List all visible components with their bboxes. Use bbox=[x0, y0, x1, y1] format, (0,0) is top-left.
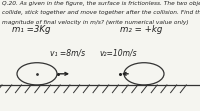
Text: Q.20. As given in the figure, the surface is frictionless. The two objects: Q.20. As given in the figure, the surfac… bbox=[2, 1, 200, 6]
Text: magnitude of final velocity in m/s? (write numerical value only): magnitude of final velocity in m/s? (wri… bbox=[2, 20, 189, 25]
Text: m₂ = +kg: m₂ = +kg bbox=[120, 25, 162, 34]
Text: collide, stick together and move together after the collision. Find the: collide, stick together and move togethe… bbox=[2, 10, 200, 15]
Text: v₁ =8m/s: v₁ =8m/s bbox=[50, 49, 85, 58]
Circle shape bbox=[124, 63, 164, 85]
Circle shape bbox=[17, 63, 57, 85]
Text: v₂=10m/s: v₂=10m/s bbox=[99, 49, 137, 58]
Text: m₁ =3Kg: m₁ =3Kg bbox=[12, 25, 50, 34]
